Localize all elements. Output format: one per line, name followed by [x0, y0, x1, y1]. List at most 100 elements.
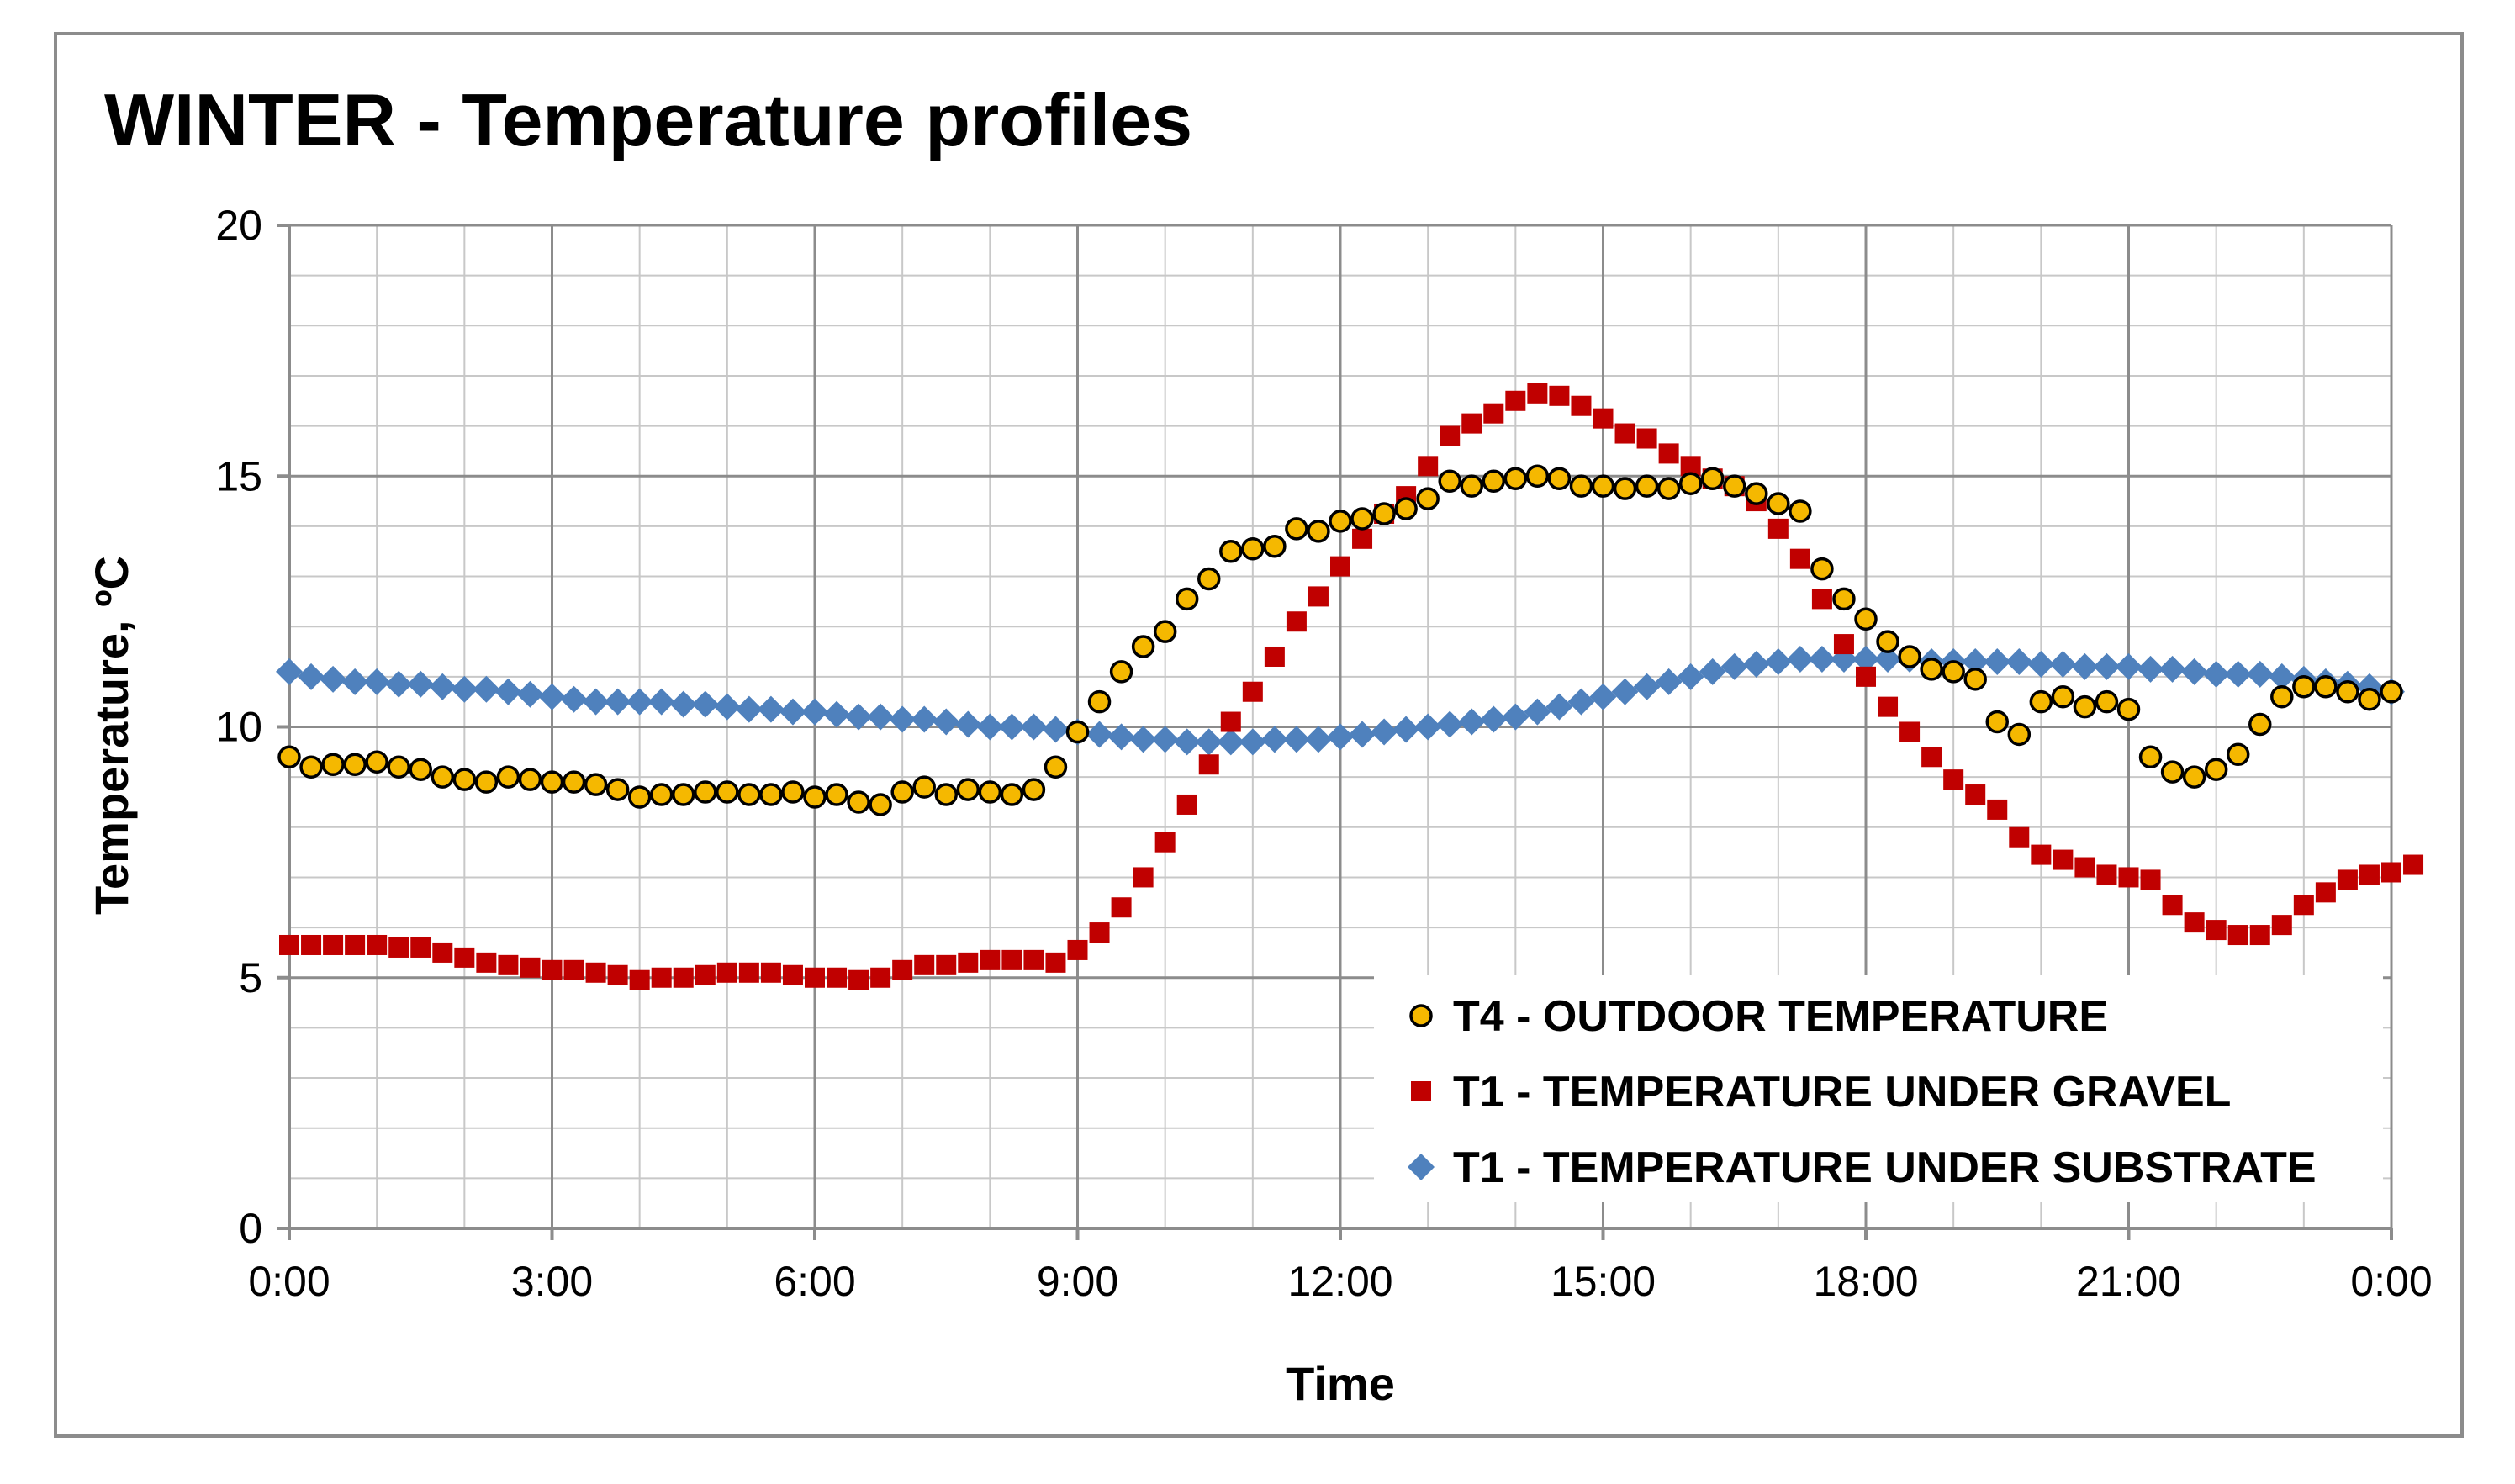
- data-point-square: [2031, 844, 2052, 865]
- data-point-diamond: [298, 663, 325, 690]
- x-axis-label: Time: [1286, 1357, 1395, 1410]
- x-tick-label: 18:00: [1813, 1258, 1918, 1305]
- data-point-diamond: [669, 690, 697, 718]
- data-point-square: [2227, 925, 2248, 946]
- data-point-diamond: [1458, 708, 1486, 736]
- data-point-diamond: [1173, 728, 1201, 756]
- data-point-circle: [2007, 722, 2032, 747]
- data-point-circle: [540, 770, 564, 794]
- data-point-circle: [1460, 474, 1483, 498]
- data-point-circle: [1000, 783, 1024, 806]
- data-point-circle: [2358, 687, 2381, 711]
- data-point-square: [454, 947, 475, 968]
- data-point-square: [1133, 867, 1154, 888]
- data-point-diamond: [473, 675, 500, 703]
- data-point-diamond: [385, 670, 413, 698]
- data-point-diamond: [320, 665, 347, 693]
- data-point-circle: [1482, 469, 1506, 493]
- y-tick-label: 20: [215, 202, 262, 249]
- data-point-circle: [1876, 630, 1899, 653]
- data-point-diamond: [494, 678, 522, 705]
- data-point-square: [2249, 925, 2270, 946]
- data-point-circle: [1044, 755, 1068, 779]
- data-point-circle: [1832, 587, 1856, 611]
- data-point-square: [585, 962, 606, 983]
- x-tick-label: 0:00: [248, 1258, 330, 1305]
- data-point-square: [716, 962, 737, 983]
- data-point-circle: [627, 785, 652, 809]
- y-tick-label: 5: [239, 954, 262, 1001]
- data-point-circle: [1963, 668, 1987, 691]
- data-point-circle: [2095, 689, 2119, 714]
- data-point-diamond: [933, 708, 960, 736]
- data-point-diamond: [1720, 652, 1748, 680]
- x-tick-label: 12:00: [1287, 1258, 1392, 1305]
- data-point-diamond: [2005, 647, 2033, 675]
- data-point-circle: [1109, 660, 1133, 684]
- data-point-square: [914, 954, 935, 975]
- data-point-circle: [1394, 497, 1418, 520]
- data-point-square: [651, 967, 672, 988]
- data-point-circle: [1723, 474, 1746, 498]
- data-point-square: [2337, 869, 2358, 890]
- data-point-diamond: [1282, 726, 1310, 753]
- data-point-circle: [387, 755, 410, 779]
- data-point-diamond: [911, 705, 938, 733]
- data-point-circle: [2204, 758, 2228, 781]
- data-point-square: [1220, 711, 1241, 732]
- x-tick-label: 0:00: [2350, 1258, 2432, 1305]
- legend: T4 - OUTDOOR TEMPERATURE T1 - TEMPERATURE…: [1374, 975, 2383, 1202]
- data-point-diamond: [998, 713, 1026, 741]
- data-point-diamond: [735, 695, 763, 723]
- data-point-square: [805, 967, 825, 988]
- data-point-diamond: [2137, 655, 2164, 683]
- data-point-circle: [2051, 684, 2075, 709]
- data-point-circle: [737, 783, 761, 806]
- data-point-diamond: [2158, 655, 2186, 683]
- data-point-square: [2403, 854, 2424, 875]
- y-tick-label: 15: [215, 452, 262, 499]
- data-point-diamond: [2268, 663, 2296, 690]
- data-point-square: [1418, 456, 1439, 477]
- data-point-diamond: [1371, 718, 1398, 746]
- data-point-square: [2140, 869, 2161, 890]
- data-point-square: [738, 962, 759, 983]
- data-point-circle: [1503, 467, 1528, 490]
- data-point-circle: [365, 750, 388, 774]
- data-point-circle: [1898, 645, 1921, 668]
- data-point-circle: [1591, 474, 1615, 498]
- data-point-circle: [1547, 467, 1572, 490]
- series-circle: [277, 464, 2403, 816]
- data-point-diamond: [1874, 645, 1902, 673]
- data-point-square: [1527, 383, 1548, 404]
- data-point-diamond: [889, 705, 917, 733]
- data-point-diamond: [647, 688, 675, 716]
- data-point-diamond: [1611, 678, 1639, 705]
- data-point-diamond: [1984, 647, 2011, 675]
- data-point-square: [1045, 952, 1066, 973]
- data-point-diamond: [1677, 663, 1704, 690]
- data-point-square: [2009, 826, 2030, 848]
- data-point-square: [607, 964, 628, 985]
- data-point-diamond: [1545, 693, 1573, 721]
- data-point-diamond: [2246, 660, 2274, 688]
- data-point-diamond: [779, 698, 806, 726]
- data-point-circle: [1329, 510, 1352, 533]
- data-point-circle: [1263, 535, 1287, 558]
- data-point-circle: [1678, 472, 1703, 495]
- data-point-diamond: [2093, 652, 2121, 680]
- legend-marker-circle: [1409, 1004, 1433, 1027]
- data-point-square: [1987, 799, 2008, 820]
- data-point-circle: [1350, 507, 1374, 531]
- data-point-diamond: [1655, 668, 1683, 695]
- data-point-circle: [1153, 620, 1177, 643]
- data-point-square: [2315, 882, 2336, 903]
- data-point-circle: [1569, 474, 1593, 498]
- data-point-circle: [409, 758, 432, 781]
- data-point-diamond: [1786, 645, 1814, 673]
- data-point-diamond: [516, 680, 544, 708]
- data-point-circle: [1416, 487, 1440, 510]
- data-point-diamond: [823, 700, 851, 728]
- data-point-square: [1308, 586, 1329, 607]
- data-point-circle: [277, 745, 301, 769]
